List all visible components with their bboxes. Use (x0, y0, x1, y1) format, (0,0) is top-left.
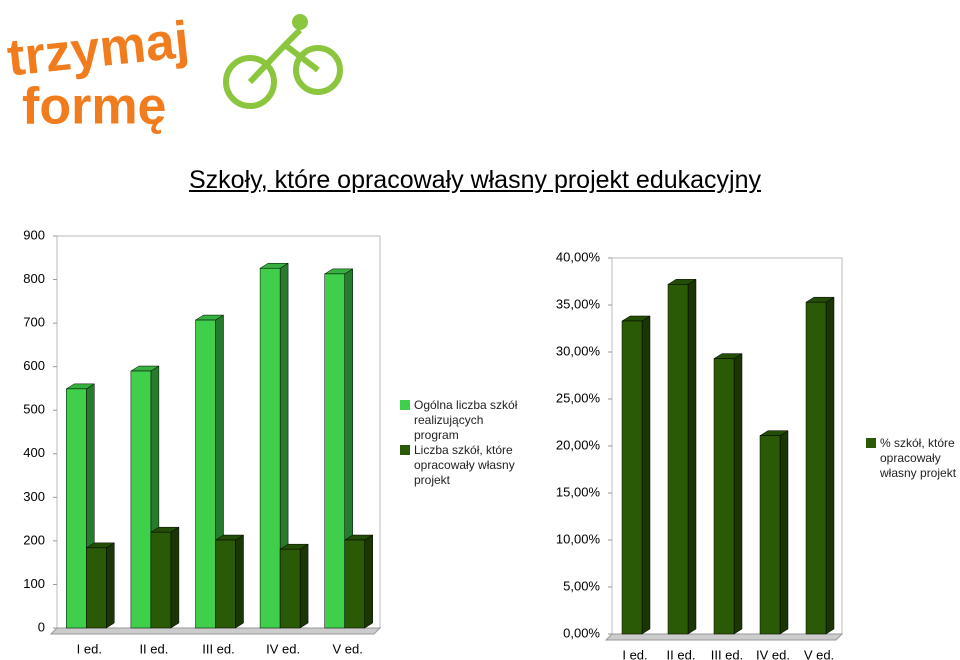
bar (324, 273, 345, 629)
logo-line1: trzymaj (5, 11, 192, 88)
bar (279, 548, 301, 629)
bar (759, 435, 781, 635)
y-tick-label: 0 (38, 619, 45, 634)
y-tick-label: 20,00% (556, 437, 601, 452)
floor (49, 627, 382, 635)
logo-head (292, 14, 308, 30)
x-tick-label: I ed. (77, 641, 102, 656)
legend: % szkół, które opracowały własny projekt (866, 436, 960, 481)
y-tick-label: 800 (23, 271, 45, 286)
bar (66, 388, 87, 629)
bar (713, 358, 735, 635)
legend-label: Liczba szkół, które opracowały własny pr… (414, 443, 515, 487)
logo-line2: formę (22, 78, 166, 136)
x-tick-label: V ed. (333, 641, 363, 656)
floor (604, 633, 844, 641)
bar (805, 301, 827, 635)
y-tick-label: 10,00% (556, 531, 601, 546)
legend-swatch (866, 438, 876, 448)
bar-side (106, 542, 115, 629)
bar-side (825, 296, 835, 635)
x-tick-label: II ed. (667, 647, 696, 660)
logo-frame (247, 27, 320, 85)
bar (667, 284, 689, 635)
x-tick-label: V ed. (804, 647, 834, 660)
y-tick-label: 600 (23, 358, 45, 373)
legend-swatch (400, 445, 410, 455)
y-tick-label: 900 (23, 227, 45, 242)
y-tick-label: 25,00% (556, 390, 601, 405)
x-tick-label: III ed. (202, 641, 235, 656)
y-tick-label: 0,00% (563, 625, 600, 640)
logo: trzymaj formę (5, 11, 343, 136)
y-tick-label: 400 (23, 445, 45, 460)
bar (344, 539, 365, 629)
x-tick-label: II ed. (139, 641, 168, 656)
legend: Ogólna liczba szkół realizujących progra… (400, 398, 520, 488)
bar-side (779, 430, 789, 635)
bar-side (733, 353, 743, 635)
bar (259, 267, 281, 629)
bar (215, 539, 236, 629)
y-tick-label: 40,00% (556, 249, 601, 264)
chart-title: Szkoły, które opracowały własny projekt … (188, 166, 761, 194)
legend-label: Ogólna liczba szkół realizujących progra… (414, 398, 518, 442)
x-tick-label: I ed. (622, 647, 647, 660)
y-tick-label: 300 (23, 489, 45, 504)
y-tick-label: 500 (23, 402, 45, 417)
y-tick-label: 35,00% (556, 296, 601, 311)
legend-swatch (400, 400, 410, 410)
bar (86, 547, 107, 629)
legend-item: Ogólna liczba szkół realizujących progra… (400, 398, 520, 443)
x-tick-label: IV ed. (266, 641, 300, 656)
bar-side (687, 278, 697, 635)
bar (150, 531, 172, 629)
y-tick-label: 5,00% (563, 578, 600, 593)
y-tick-label: 30,00% (556, 343, 601, 358)
bar-side (170, 526, 180, 629)
bar (195, 319, 216, 629)
logo-wheel (293, 45, 343, 95)
y-tick-label: 100 (23, 576, 45, 591)
bar (130, 370, 152, 629)
legend-item: % szkół, które opracowały własny projekt (866, 436, 960, 481)
bar (621, 320, 643, 635)
logo-wheel (223, 55, 277, 109)
bar-side (235, 534, 244, 629)
x-tick-label: III ed. (711, 647, 744, 660)
bar-side (299, 543, 309, 629)
x-tick-label: IV ed. (756, 647, 790, 660)
bar-side (364, 534, 373, 629)
y-tick-label: 700 (23, 315, 45, 330)
legend-label: % szkół, które opracowały własny projekt (880, 436, 957, 480)
bar-side (641, 315, 651, 635)
legend-item: Liczba szkół, które opracowały własny pr… (400, 443, 520, 488)
y-tick-label: 15,00% (556, 484, 601, 499)
y-tick-label: 200 (23, 532, 45, 547)
